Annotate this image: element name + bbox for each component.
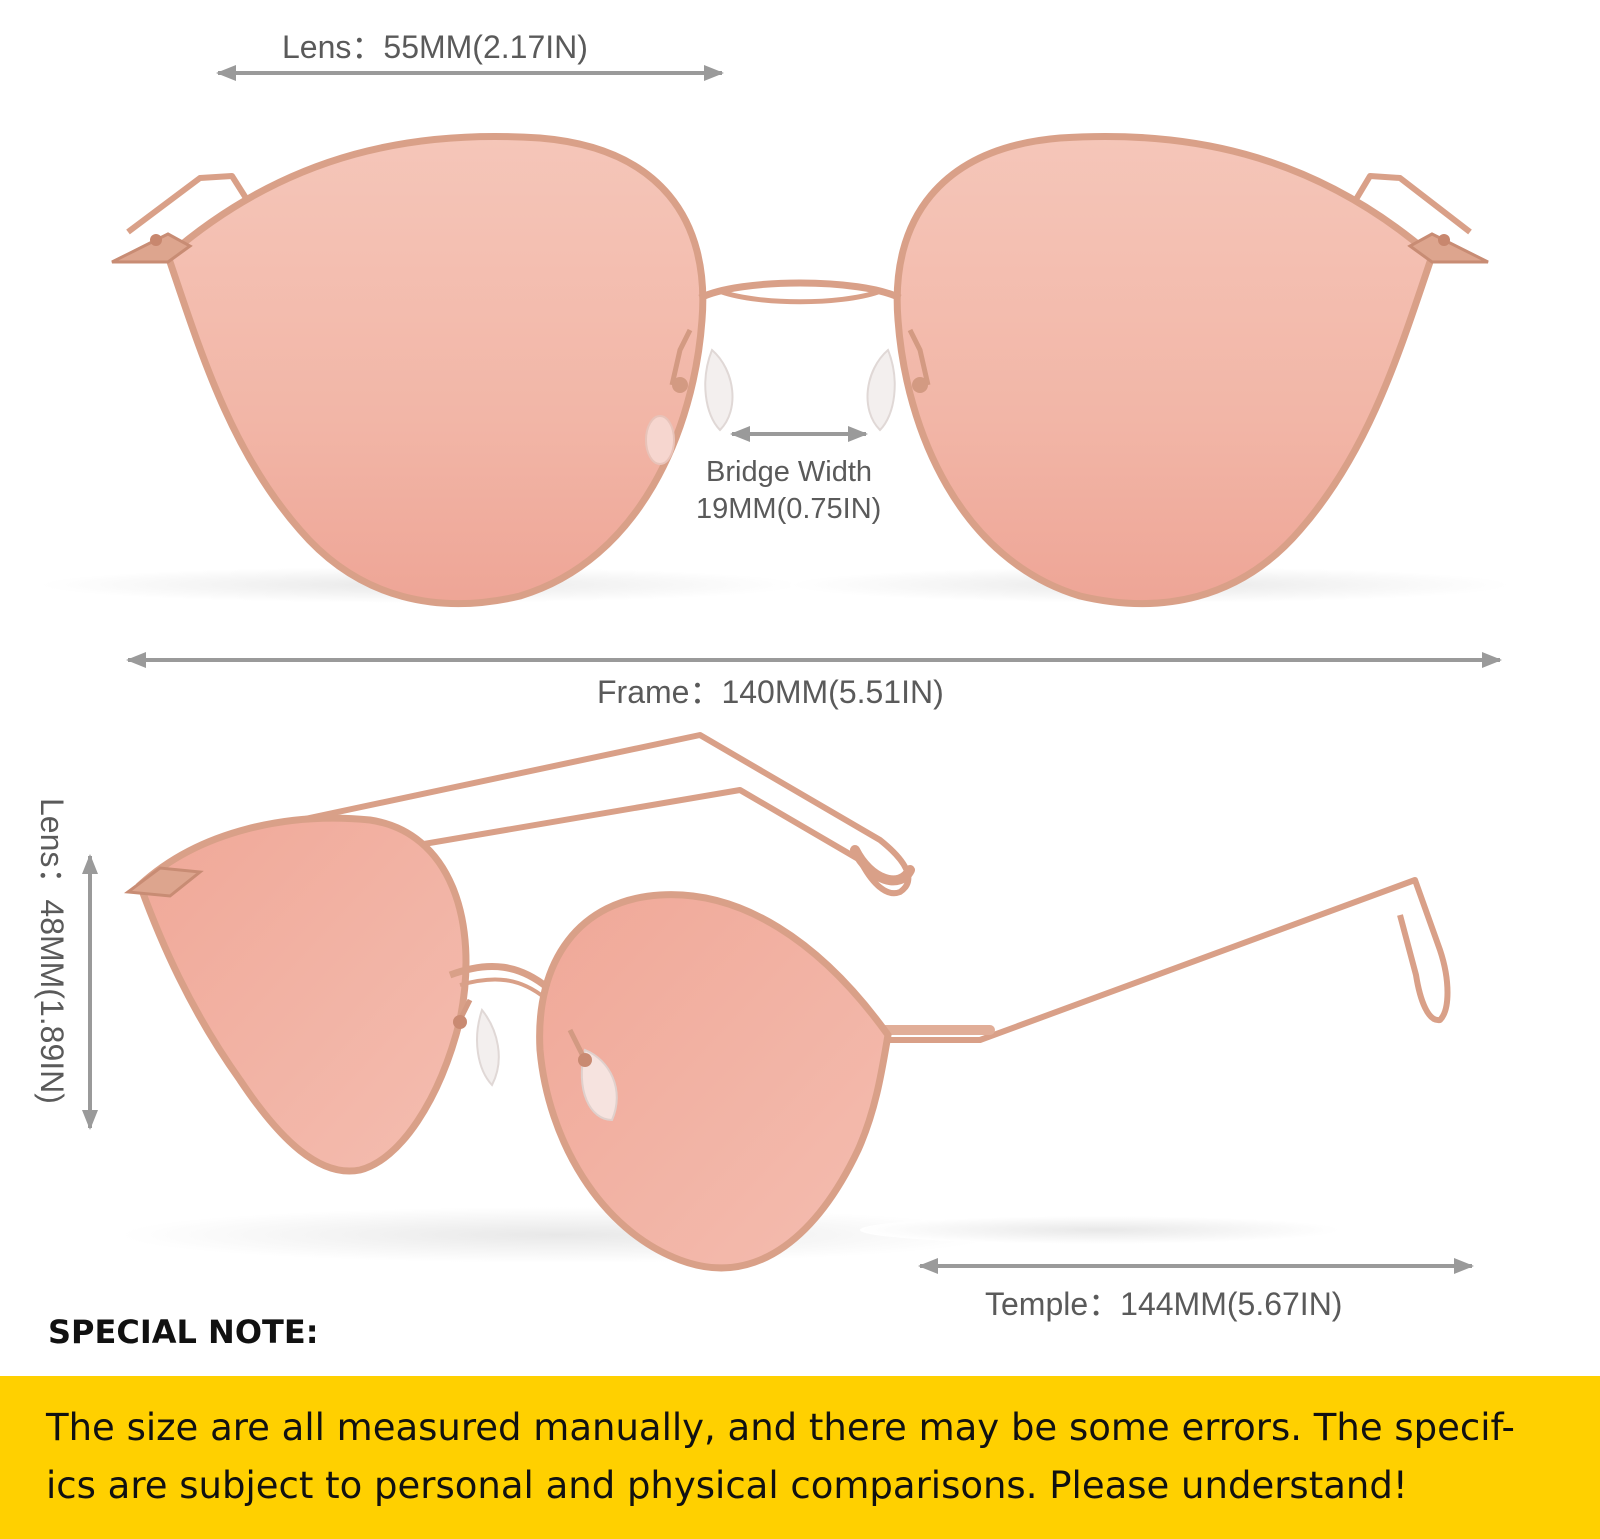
note-banner bbox=[0, 1376, 1600, 1539]
temple-length-label: Temple：144MM(5.67IN) bbox=[985, 1286, 1343, 1322]
side-view-glasses bbox=[123, 732, 1451, 1272]
bridge-width-label: Bridge Width bbox=[706, 456, 873, 488]
special-note-title: SPECIAL NOTE: bbox=[48, 1313, 319, 1351]
lens-width-label: Lens：55MM(2.17IN) bbox=[282, 29, 588, 65]
front-right-lens bbox=[893, 132, 1437, 608]
lens-height-label: Lens：48MM(1.89IN) bbox=[34, 798, 70, 1104]
front-view-glasses bbox=[111, 132, 1489, 608]
front-left-lens bbox=[163, 132, 707, 608]
side-shadow bbox=[120, 1207, 1000, 1263]
frame-width-label: Frame：140MM(5.51IN) bbox=[597, 674, 944, 710]
side-right-lens bbox=[536, 891, 892, 1272]
bridge-width-value: 19MM(0.75IN) bbox=[696, 493, 882, 525]
special-note-text: The size are all measured manually, and … bbox=[46, 1399, 1566, 1515]
side-left-lens bbox=[135, 814, 470, 1175]
special-note-line-1: The size are all measured manually, and … bbox=[46, 1406, 1515, 1449]
special-note-line-2: ics are subject to personal and physical… bbox=[46, 1464, 1408, 1507]
